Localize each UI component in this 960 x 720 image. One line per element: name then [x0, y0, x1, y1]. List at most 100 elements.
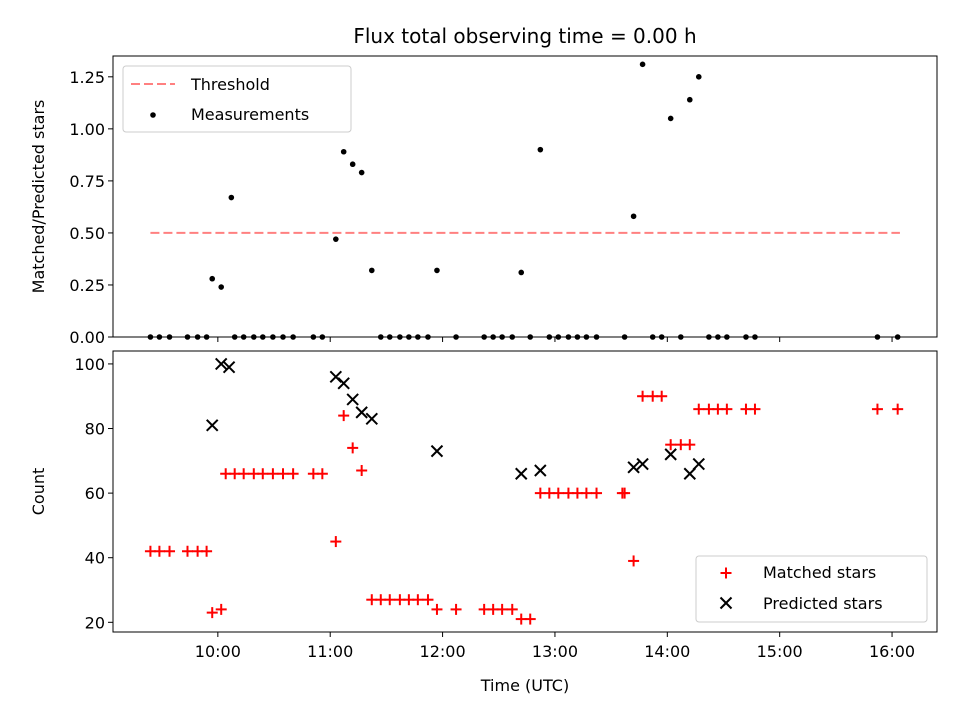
- predicted-star-point: [627, 461, 640, 474]
- top-panel: 0.00 0.25 0.50 0.75 1.00 1.25 Matched/Predicte…: [29, 24, 938, 347]
- measurement-point: [695, 74, 702, 80]
- measurement-point: [565, 334, 572, 340]
- predicted-star-point: [206, 419, 219, 432]
- measurement-point: [874, 334, 881, 340]
- x-b: [515, 467, 528, 480]
- x-b: [215, 357, 228, 371]
- y-tick-label: 0.25: [69, 276, 105, 295]
- x-b: [430, 444, 444, 458]
- matched-star-point: [431, 603, 443, 615]
- predicted-star-point: [215, 357, 228, 371]
- measurement-point: [397, 334, 403, 340]
- x-b: [222, 360, 236, 374]
- x-tick-label: 13:00: [532, 642, 578, 661]
- measurement-point: [386, 334, 393, 340]
- measurement-point: [621, 334, 628, 340]
- y-tick-label: 80: [85, 420, 105, 439]
- x-tick-label: 16:00: [869, 642, 915, 661]
- measurement-point: [377, 334, 384, 340]
- measurement-point: [537, 146, 544, 153]
- matched-star-point: [749, 403, 761, 415]
- matched-star-point: [287, 468, 299, 480]
- measurement-point: [368, 267, 375, 274]
- legend: Threshold Measurements: [122, 65, 352, 133]
- measurement-point: [518, 269, 525, 276]
- matched-star-point: [347, 442, 359, 454]
- y-tick-label: 0.50: [69, 224, 105, 243]
- measurement-point: [259, 334, 266, 340]
- x-tick-label: 15:00: [757, 642, 803, 661]
- measurement-point: [555, 334, 562, 340]
- matched-star-point: [257, 468, 269, 480]
- measurement-point: [667, 115, 674, 122]
- legend-measurements-label: Measurements: [191, 105, 309, 124]
- x-b: [355, 406, 368, 419]
- x-tick-label: 14:00: [644, 642, 690, 661]
- measurement-point: [184, 334, 191, 340]
- measurement-point: [499, 334, 505, 340]
- matched-star-point: [506, 603, 518, 615]
- x-b: [636, 457, 649, 471]
- measurement-point: [228, 194, 235, 201]
- x-b: [346, 393, 359, 406]
- measurement-point: [270, 334, 276, 340]
- matched-star-point: [871, 403, 883, 415]
- matched-star-point: [215, 603, 227, 615]
- matched-star-point: [892, 403, 904, 415]
- x-b: [692, 457, 705, 471]
- measurement-point: [166, 334, 173, 340]
- matched-star-point: [591, 487, 603, 499]
- measurement-point: [358, 169, 365, 176]
- measurement-point: [349, 161, 356, 168]
- plot-frame: [112, 55, 938, 338]
- measurement-point: [280, 334, 286, 340]
- matched-star-point: [238, 468, 250, 480]
- y-tick-label: 0.00: [69, 328, 105, 347]
- matched-star-point: [338, 410, 350, 422]
- x-b: [534, 464, 547, 477]
- chart-title: Flux total observing time = 0.00 h: [353, 24, 696, 48]
- predicted-star-point: [355, 406, 368, 419]
- matched-star-point: [552, 487, 564, 499]
- predicted-star-point: [636, 457, 649, 471]
- measurement-point: [658, 334, 665, 340]
- matched-star-point: [206, 607, 218, 619]
- measurement-point: [250, 334, 257, 340]
- predicted-star-point: [222, 360, 236, 374]
- matched-star-point: [201, 545, 213, 557]
- x-tick-label: 12:00: [420, 642, 466, 661]
- measurement-point: [752, 334, 758, 340]
- x-b: [206, 419, 219, 432]
- matched-star-point: [693, 403, 705, 415]
- measurement-point: [340, 148, 347, 155]
- measurement-point: [630, 213, 637, 220]
- matched-star-point: [422, 594, 434, 606]
- measurement-point: [490, 334, 496, 340]
- measurement-point: [724, 334, 730, 340]
- measurement-point: [546, 334, 553, 340]
- legend-predicted-swatch: [719, 596, 733, 610]
- measurement-point: [527, 334, 534, 340]
- measurement-point: [290, 334, 296, 340]
- predicted-star-point: [337, 377, 350, 390]
- matched-star-point: [619, 487, 631, 499]
- legend-box: [122, 65, 352, 133]
- measurement-point: [406, 334, 412, 340]
- matched-star-point: [524, 613, 536, 625]
- x-b: [329, 370, 343, 384]
- measurement-point: [649, 334, 656, 340]
- measurement-point: [209, 275, 216, 282]
- x-tick-label: 10:00: [195, 642, 241, 661]
- measurement-point: [677, 334, 684, 340]
- matched-star-point: [637, 390, 649, 402]
- x-b: [683, 467, 696, 480]
- matched-star-point: [412, 594, 424, 606]
- matched-star-point: [656, 390, 668, 402]
- y-tick-label: 20: [85, 613, 105, 632]
- measurement-point: [639, 61, 646, 68]
- y-tick-label: 40: [85, 549, 105, 568]
- measurement-point: [147, 334, 154, 340]
- measurement-point: [583, 334, 590, 340]
- y-tick-label: 100: [74, 355, 105, 374]
